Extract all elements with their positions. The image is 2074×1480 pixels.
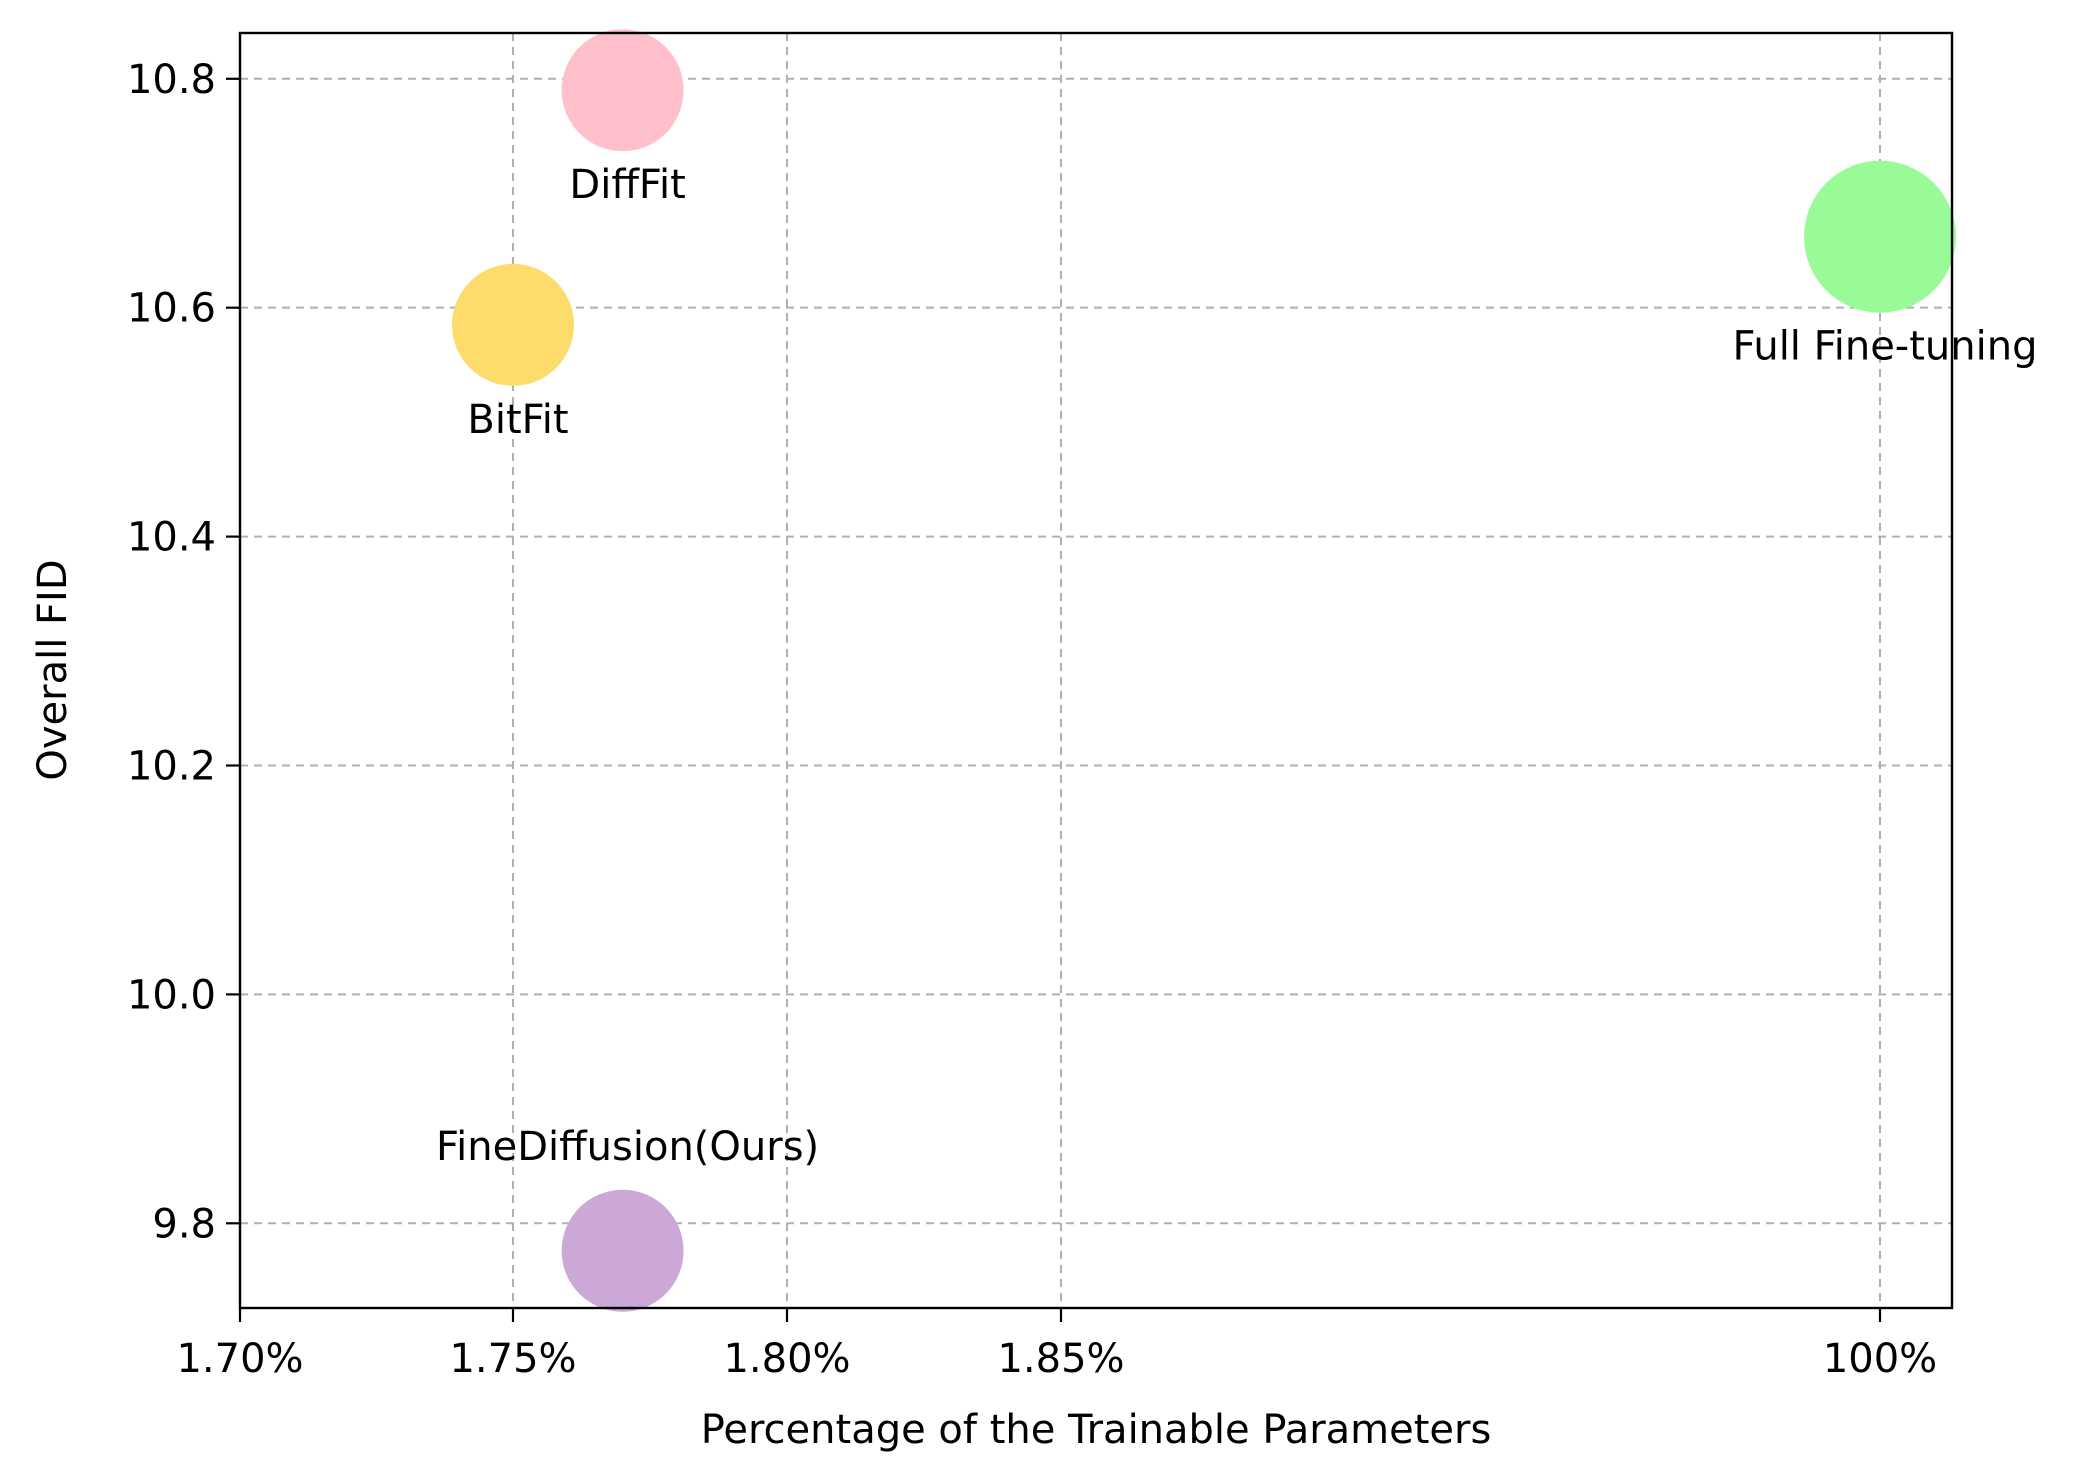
- point-label: DiffFit: [569, 162, 685, 208]
- grid: [240, 33, 1952, 1308]
- point-label: FineDiffusion(Ours): [436, 1124, 819, 1170]
- y-tick-label: 10.8: [127, 57, 216, 103]
- y-tick-label: 10.0: [127, 972, 216, 1018]
- data-points: [452, 29, 1956, 1312]
- data-point: [561, 29, 684, 152]
- data-point: [1804, 160, 1956, 313]
- axis-ticks: 1.70% 1.75% 1.80% 1.85% 100% 9.8 10.0 10.2 10.4 1…: [127, 57, 1937, 1382]
- y-tick-label: 10.2: [127, 743, 216, 789]
- y-tick-label: 9.8: [152, 1201, 216, 1247]
- data-point: [561, 1189, 684, 1312]
- x-tick-label: 1.80%: [723, 1336, 850, 1382]
- x-tick-label: 1.75%: [449, 1336, 576, 1382]
- x-tick-label: 1.85%: [997, 1336, 1124, 1382]
- x-tick-label: 100%: [1823, 1336, 1937, 1382]
- y-axis-label: Overall FID: [30, 559, 76, 780]
- point-label: BitFit: [467, 397, 568, 443]
- data-point: [452, 263, 574, 386]
- x-axis-label: Percentage of the Trainable Parameters: [701, 1407, 1492, 1453]
- point-labels: DiffFit BitFit Full Fine-tuning FineDiffusi…: [436, 162, 2037, 1170]
- y-tick-label: 10.6: [127, 286, 216, 332]
- plot-frame: [238, 31, 1954, 1310]
- point-label: Full Fine-tuning: [1733, 324, 2038, 370]
- y-tick-label: 10.4: [127, 515, 216, 561]
- x-tick-label: 1.70%: [176, 1336, 303, 1382]
